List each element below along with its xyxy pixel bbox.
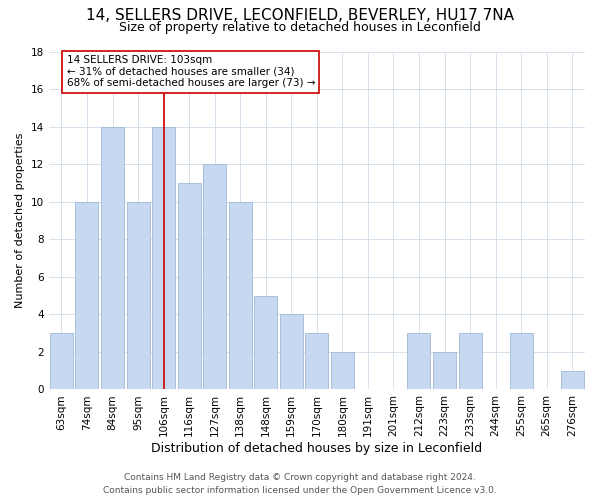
Bar xyxy=(76,202,98,390)
Bar xyxy=(331,352,354,390)
Bar xyxy=(561,370,584,390)
Y-axis label: Number of detached properties: Number of detached properties xyxy=(15,133,25,308)
Text: Size of property relative to detached houses in Leconfield: Size of property relative to detached ho… xyxy=(119,21,481,34)
Bar xyxy=(101,126,124,390)
Bar xyxy=(254,296,277,390)
Bar xyxy=(50,333,73,390)
Bar xyxy=(433,352,456,390)
Bar xyxy=(280,314,303,390)
Bar xyxy=(458,333,482,390)
Text: Contains HM Land Registry data © Crown copyright and database right 2024.
Contai: Contains HM Land Registry data © Crown c… xyxy=(103,474,497,495)
Bar xyxy=(305,333,328,390)
X-axis label: Distribution of detached houses by size in Leconfield: Distribution of detached houses by size … xyxy=(151,442,482,455)
Text: 14, SELLERS DRIVE, LECONFIELD, BEVERLEY, HU17 7NA: 14, SELLERS DRIVE, LECONFIELD, BEVERLEY,… xyxy=(86,8,514,22)
Bar xyxy=(178,183,200,390)
Bar xyxy=(509,333,533,390)
Bar xyxy=(407,333,430,390)
Bar xyxy=(127,202,149,390)
Bar xyxy=(152,126,175,390)
Bar xyxy=(229,202,252,390)
Bar xyxy=(203,164,226,390)
Text: 14 SELLERS DRIVE: 103sqm
← 31% of detached houses are smaller (34)
68% of semi-d: 14 SELLERS DRIVE: 103sqm ← 31% of detach… xyxy=(67,56,315,88)
